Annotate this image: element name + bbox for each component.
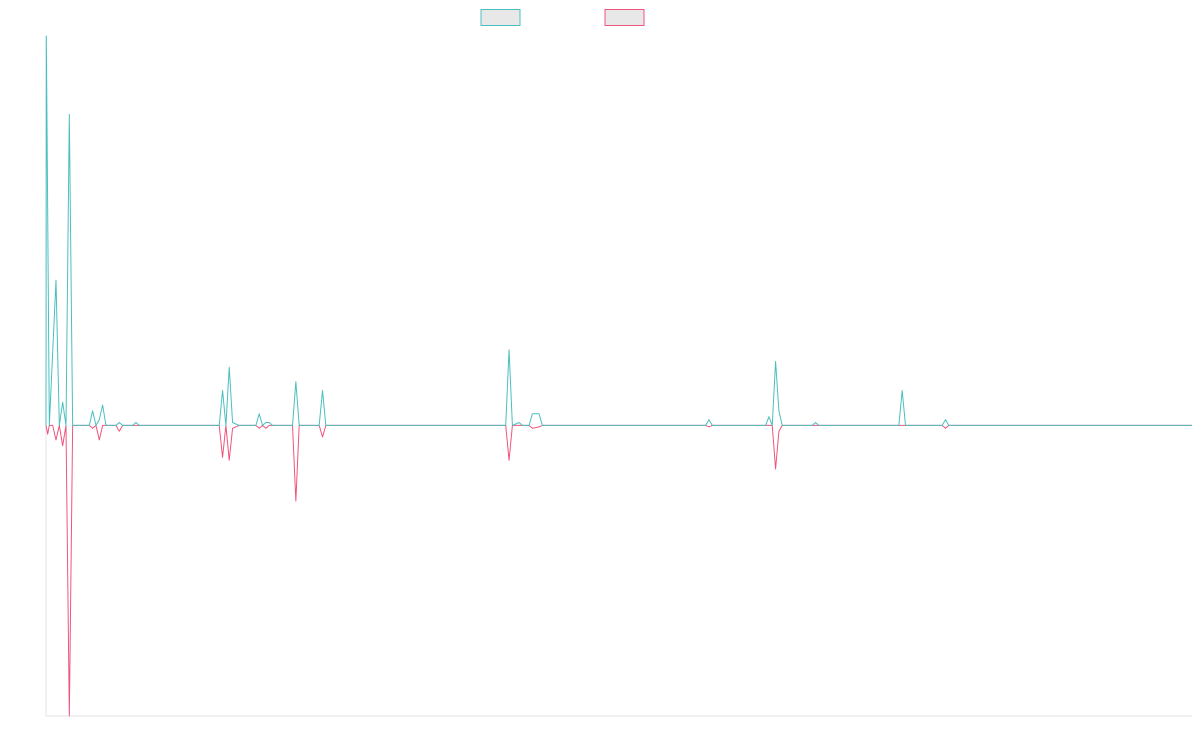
series-line-pink [45, 424, 1192, 717]
legend-item[interactable] [480, 9, 521, 26]
legend-item[interactable] [604, 9, 645, 26]
series-layer [45, 35, 1192, 717]
series-line-teal [45, 35, 1192, 426]
legend-swatch [604, 9, 645, 26]
legend [480, 9, 645, 26]
legend-swatch [480, 9, 521, 26]
axes [45, 36, 1192, 717]
